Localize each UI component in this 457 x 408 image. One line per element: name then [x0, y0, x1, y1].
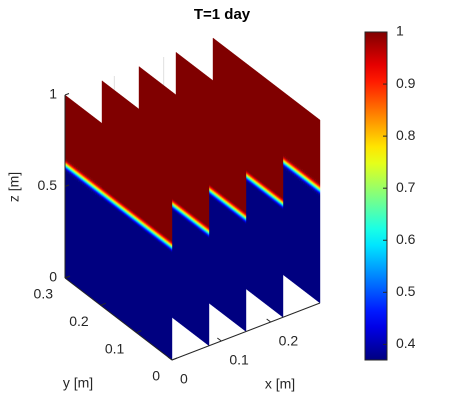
colorbar-tick-label: 0.9 — [396, 75, 416, 91]
colorbar-tick-label: 1 — [396, 23, 404, 39]
slice-band — [101, 80, 210, 227]
x-axis-label: x [m] — [265, 376, 295, 392]
colorbar-tick-label: 0.4 — [396, 335, 416, 351]
colorbar-tick-label: 0.5 — [396, 283, 416, 299]
z-tick-label: 0.5 — [38, 177, 58, 193]
y-axis — [64, 277, 173, 361]
chart-title: T=1 day — [194, 6, 251, 23]
y-tick — [136, 330, 142, 334]
x-tick-label: 0.1 — [229, 352, 249, 368]
x-tick — [217, 337, 222, 342]
z-tick-label: 1 — [49, 86, 57, 102]
slice-band — [175, 51, 284, 198]
x-axis — [171, 302, 321, 361]
y-tick — [64, 275, 71, 279]
y-tick-label: 0.3 — [34, 286, 54, 302]
y-tick-label: 0.2 — [69, 313, 89, 329]
y-tick — [171, 357, 178, 361]
y-tick-label: 0 — [152, 368, 160, 384]
y-tick-label: 0.1 — [105, 340, 125, 356]
x-tick — [167, 356, 173, 361]
y-tick — [100, 302, 106, 306]
z-tick — [64, 93, 70, 96]
colorbar — [364, 31, 388, 361]
slice-band — [212, 37, 321, 184]
z-tick — [64, 184, 70, 187]
slice-band — [138, 66, 247, 213]
slice — [64, 94, 173, 361]
x-tick-label: 0.2 — [279, 333, 299, 349]
colorbar-tick-label: 0.6 — [396, 231, 416, 247]
z-tick-label: 0 — [49, 269, 57, 285]
y-axis-label: y [m] — [63, 375, 93, 391]
x-tick-label: 0 — [180, 371, 188, 387]
colorbar-tick-label: 0.8 — [396, 127, 416, 143]
colorbar-tick-label: 0.7 — [396, 179, 416, 195]
x-tick — [266, 318, 271, 323]
z-axis-label: z [m] — [6, 172, 22, 202]
